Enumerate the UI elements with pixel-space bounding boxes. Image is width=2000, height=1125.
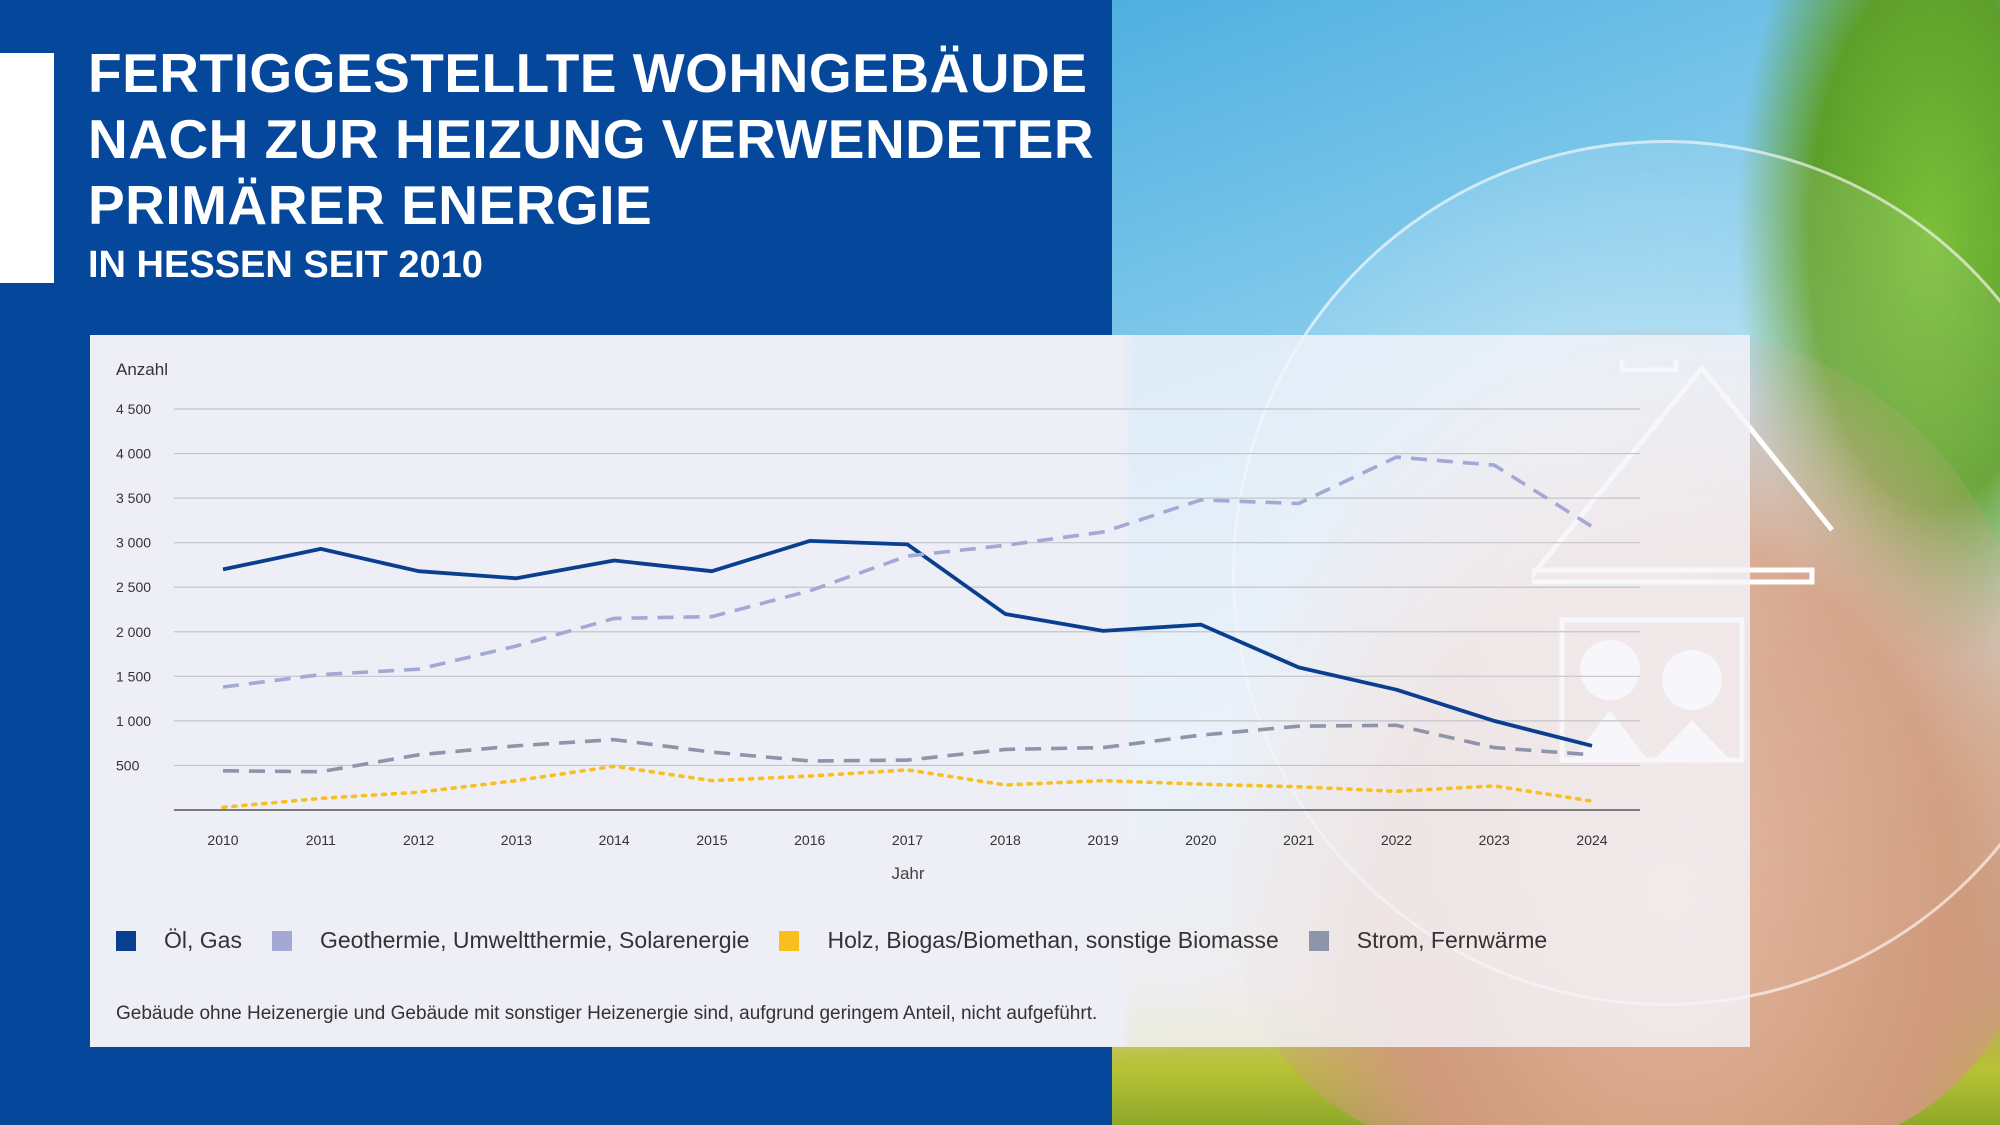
legend-label: Öl, Gas [164, 927, 242, 953]
legend-label: Geothermie, Umweltthermie, Solarenergie [319, 927, 750, 953]
x-tick-label: 2011 [306, 832, 336, 848]
page-title: FERTIGGESTELLTE WOHNGEBÄUDE NACH ZUR HEI… [88, 40, 1098, 238]
y-tick-label: 2 500 [116, 579, 151, 595]
x-tick-label: 2019 [1087, 832, 1118, 848]
grid [174, 408, 1640, 811]
title-line: PRIMÄRER ENERGIE [88, 174, 653, 236]
x-tick-label: 2018 [990, 832, 1021, 848]
legend-label: Holz, Biogas/Biomethan, sonstige Biomass… [827, 927, 1279, 953]
legend: Öl, Gas Geothermie, Umweltthermie, Solar… [116, 927, 1577, 954]
title-line: NACH ZUR HEIZUNG VERWENDETER [88, 108, 1095, 170]
title-accent-bar [0, 53, 54, 283]
title-line: FERTIGGESTELLTE WOHNGEBÄUDE [88, 42, 1088, 104]
x-tick-label: 2017 [892, 832, 923, 848]
y-tick-label: 500 [116, 757, 140, 773]
legend-swatch [1308, 930, 1329, 951]
x-axis-label: Jahr [891, 864, 924, 883]
legend-swatch [271, 930, 292, 951]
x-tick-label: 2021 [1283, 832, 1314, 848]
legend-label: Strom, Fernwärme [1356, 927, 1548, 953]
series-line-3 [222, 723, 1593, 774]
x-tick-label: 2012 [403, 832, 434, 848]
legend-item-holz: Holz, Biogas/Biomethan, sonstige Biomass… [779, 927, 1279, 954]
x-tick-label: 2023 [1479, 832, 1510, 848]
y-tick-label: 1 500 [116, 668, 151, 684]
legend-item-oil-gas: Öl, Gas [116, 927, 242, 954]
series-line-1 [222, 455, 1593, 689]
y-tick-label: 1 000 [116, 713, 151, 729]
x-tick-label: 2015 [696, 832, 727, 848]
y-tick-label: 3 500 [116, 490, 151, 506]
y-axis-ticks: 500 1 000 1 500 2 000 2 500 3 000 3 500 4 000 4 … [116, 401, 151, 773]
y-tick-label: 3 000 [116, 535, 151, 551]
y-tick-label: 4 000 [116, 446, 151, 462]
x-tick-label: 2020 [1185, 832, 1216, 848]
chart-card: 500 1 000 1 500 2 000 2 500 3 000 3 500 4 000 4 … [90, 335, 1750, 1047]
x-tick-label: 2014 [599, 832, 630, 848]
x-tick-label: 2022 [1381, 832, 1412, 848]
line-chart: 500 1 000 1 500 2 000 2 500 3 000 3 500 4 000 4 … [116, 360, 1640, 883]
x-tick-label: 2010 [207, 832, 238, 848]
x-axis-ticks: 2010 2011 2012 2013 2014 2015 2016 2017 2018 2019… [207, 832, 1607, 848]
y-tick-label: 2 000 [116, 624, 151, 640]
legend-swatch [116, 930, 136, 951]
legend-item-strom: Strom, Fernwärme [1308, 927, 1548, 954]
x-tick-label: 2024 [1576, 832, 1607, 848]
x-tick-label: 2016 [794, 832, 825, 848]
legend-swatch [779, 930, 800, 951]
series-line-0 [222, 538, 1593, 748]
legend-item-geothermie: Geothermie, Umweltthermie, Solarenergie [271, 927, 750, 954]
series-line-2 [221, 764, 1594, 810]
series-lines [221, 455, 1594, 810]
x-tick-label: 2013 [501, 832, 532, 848]
chart-footnote: Gebäude ohne Heizenergie und Gebäude mit… [116, 1003, 1098, 1024]
y-axis-label: Anzahl [116, 360, 168, 379]
page-subtitle: IN HESSEN SEIT 2010 [88, 244, 483, 286]
y-tick-label: 4 500 [116, 401, 151, 417]
